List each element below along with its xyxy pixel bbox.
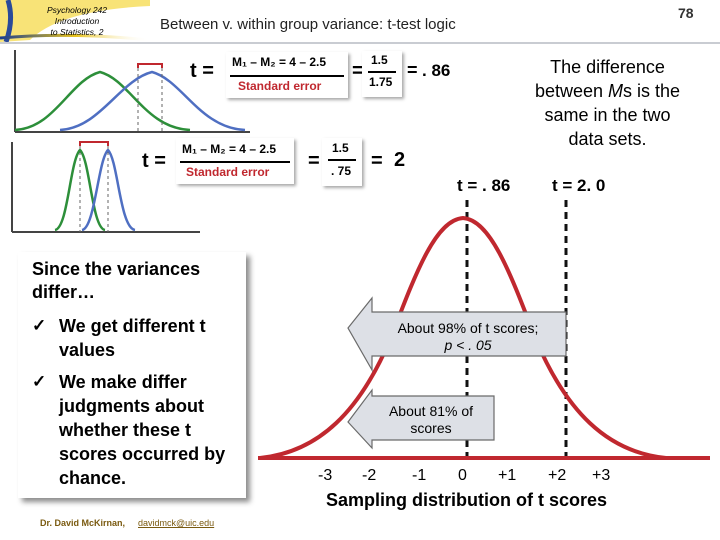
explanation-item: ✓ We make differ judgments about whether…	[32, 370, 242, 494]
course-name: Psychology 242 Introduction to Statistic…	[22, 5, 132, 38]
formula-top-fraction: M₁ – M₂ = 4 – 2.5 Standard error	[226, 52, 348, 98]
formula-bottom-frac-num: 1.5	[332, 141, 349, 155]
t-result-2: t = 2. 0	[552, 176, 606, 195]
formula-bottom-result: 2	[394, 149, 406, 171]
slide-title: Between v. within group variance: t-test…	[160, 16, 456, 33]
formula-top-eq2: =	[407, 60, 418, 80]
group2-curve	[54, 148, 106, 232]
tick-label: +1	[498, 467, 516, 484]
header-divider	[0, 42, 720, 44]
formula-top-frac-num: 1.5	[371, 53, 388, 67]
formula-bottom-frac-den: . 75	[331, 164, 352, 178]
group1-curve	[59, 70, 246, 132]
explanation-heading: Since the variances differ…	[32, 259, 201, 302]
formula-top-denominator: Standard error	[238, 79, 322, 93]
tick-label: +3	[592, 467, 610, 484]
tick-label: -3	[318, 467, 332, 484]
t-distribution-curve	[259, 215, 667, 460]
difference-note: The difference between Ms is the same in…	[500, 55, 715, 151]
sampling-distribution-plot: -3 -2 -1 0 +1 +2 +3	[258, 200, 710, 484]
tick-label: 0	[458, 467, 467, 484]
formula-top-t-label: t =	[190, 60, 214, 82]
footer-email-link[interactable]: davidmck@uic.edu	[138, 518, 215, 528]
formula-bottom-denominator: Standard error	[186, 165, 270, 179]
callout-81-text: About 81% of scores	[370, 403, 492, 437]
explanation-box: Since the variances differ… ✓ We get dif…	[18, 252, 246, 498]
formula-top-value-fraction: 1.5 1.75	[362, 51, 402, 97]
formula-bottom-value-fraction: 1.5 . 75	[322, 138, 362, 186]
checkmark-icon: ✓	[32, 316, 47, 335]
formula-top-frac-den: 1.75	[369, 75, 393, 89]
formula-top-eq1: =	[352, 60, 364, 82]
course-logo	[0, 0, 150, 42]
callout-98-arrow-icon	[347, 296, 567, 373]
formula-bottom-eq1: =	[308, 150, 320, 172]
wide-variance-plot	[14, 50, 250, 133]
callout-line: About 81% of	[388, 403, 474, 419]
slide-number: 78	[678, 5, 694, 21]
note-line: same in the two	[544, 105, 671, 125]
logo-swoosh-icon	[0, 0, 150, 42]
formula-top-result: . 86	[422, 61, 451, 80]
course-line: Introduction	[54, 16, 100, 26]
tick-label: -1	[412, 467, 426, 484]
formula-bottom-eq2: =	[371, 150, 383, 172]
x-axis-ticks: -3 -2 -1 0 +1 +2 +3	[318, 467, 610, 484]
callout-line: About 98% of t scores;	[397, 320, 539, 336]
formula-bottom-fraction: M₁ – M₂ = 4 – 2.5 Standard error	[176, 138, 294, 184]
group2-curve	[14, 70, 191, 132]
callout-81-arrow-icon	[347, 388, 495, 450]
note-line: data sets.	[568, 129, 647, 149]
note-line: between Ms is the	[534, 81, 681, 101]
t-result-086: t = . 86	[457, 176, 511, 195]
course-line: to Statistics, 2	[50, 27, 104, 37]
formula-bottom-t-label: t =	[142, 150, 166, 172]
note-line: The difference	[550, 57, 665, 77]
tick-label: +2	[548, 467, 566, 484]
formula-bottom-numerator: M₁ – M₂ = 4 – 2.5	[182, 142, 277, 156]
course-line: Psychology 242	[46, 5, 107, 15]
callout-line: p < . 05	[444, 337, 492, 353]
explanation-item-text: We make differ judgments about whether t…	[59, 372, 226, 488]
narrow-variance-plot	[11, 141, 200, 233]
callout-line: scores	[410, 420, 452, 436]
explanation-item: ✓ We get different t values	[32, 314, 242, 364]
callout-98-text: About 98% of t scores; p < . 05	[370, 320, 566, 354]
formula-top-numerator: M₁ – M₂ = 4 – 2.5	[232, 55, 327, 69]
group1-curve	[81, 148, 136, 232]
data-set-plots	[11, 50, 250, 233]
distribution-caption: Sampling distribution of t scores	[326, 490, 608, 510]
checkmark-icon: ✓	[32, 372, 47, 391]
tick-label: -2	[362, 467, 376, 484]
explanation-item-text: We get different t values	[59, 316, 206, 360]
footer-author: Dr. David McKirnan,	[40, 518, 126, 528]
